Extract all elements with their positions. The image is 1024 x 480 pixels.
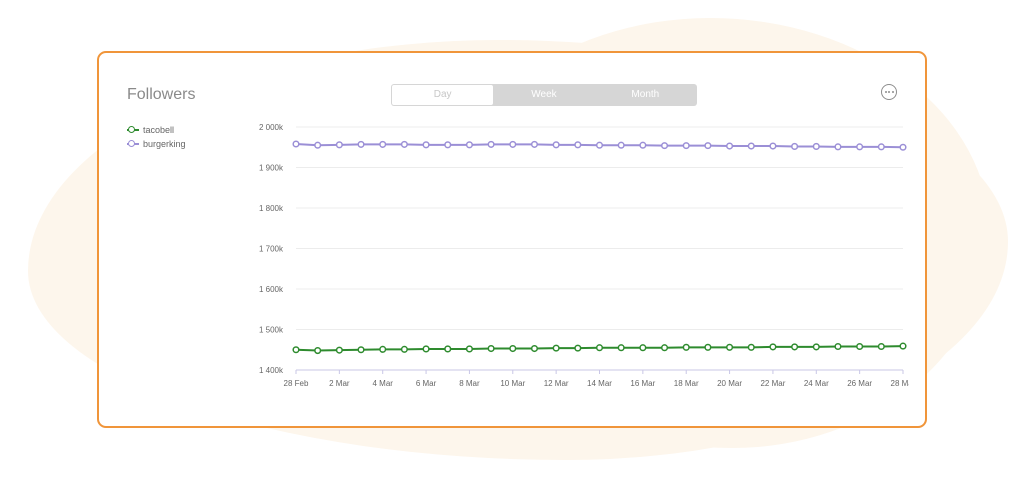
y-tick-label: 1 600k [259,285,284,294]
legend-item-burgerking[interactable]: burgerking [127,137,186,151]
data-point-tacobell[interactable] [487,344,495,353]
x-tick-label: 26 Mar [847,379,872,388]
data-point-burgerking[interactable] [769,142,777,150]
data-point-tacobell[interactable] [379,345,387,353]
x-tick-label: 12 Mar [544,379,569,388]
chart-legend: tacobell burgerking [127,123,186,151]
data-point-tacobell[interactable] [747,343,755,351]
data-point-burgerking[interactable] [509,140,517,148]
data-point-burgerking[interactable] [856,143,864,151]
data-point-burgerking[interactable] [726,142,734,150]
data-point-burgerking[interactable] [834,143,842,151]
data-point-tacobell[interactable] [530,344,539,353]
data-point-burgerking[interactable] [335,141,343,149]
data-point-burgerking[interactable] [660,142,669,150]
data-point-tacobell[interactable] [639,344,647,352]
data-point-burgerking[interactable] [465,141,473,149]
tab-month[interactable]: Month [631,89,660,100]
data-point-burgerking[interactable] [314,141,322,149]
data-point-tacobell[interactable] [552,344,560,352]
data-point-tacobell[interactable] [357,346,365,354]
legend-label: tacobell [143,125,175,135]
data-point-tacobell[interactable] [899,342,907,350]
x-tick-label: 2 Mar [329,379,350,388]
data-point-burgerking[interactable] [812,142,820,150]
y-tick-label: 1 400k [259,366,284,375]
chart-series [292,140,907,355]
data-point-tacobell[interactable] [617,344,625,352]
y-tick-label: 1 800k [259,204,284,213]
x-tick-label: 18 Mar [674,379,699,388]
data-point-tacobell[interactable] [877,342,885,351]
y-tick-label: 2 000k [259,123,284,132]
chart-tick-labels: 1 400k 1 500k 1 600k 1 700k 1 800k 1 900k 2 00… [259,123,909,388]
widget-title: Followers [127,86,196,103]
more-options-icon[interactable] [881,84,897,100]
data-point-tacobell[interactable] [704,343,712,351]
data-point-tacobell[interactable] [856,342,864,351]
legend-line-marker-icon [127,126,139,134]
data-point-burgerking[interactable] [574,141,582,149]
x-tick-label: 6 Mar [416,379,437,388]
data-point-tacobell[interactable] [314,347,322,355]
data-point-tacobell[interactable] [682,343,690,351]
data-point-tacobell[interactable] [812,343,820,351]
data-point-tacobell[interactable] [660,344,669,352]
data-point-burgerking[interactable] [400,140,408,148]
data-point-tacobell[interactable] [422,345,430,353]
data-point-tacobell[interactable] [465,345,473,353]
legend-label: burgerking [143,139,186,149]
followers-card: Followers tacobell burgerking Day Week M… [97,51,927,428]
tab-week[interactable]: Week [531,89,557,100]
y-tick-label: 1 900k [259,164,284,173]
tab-day[interactable]: Day [392,85,494,105]
legend-item-tacobell[interactable]: tacobell [127,123,186,137]
data-point-burgerking[interactable] [791,142,799,150]
data-point-tacobell[interactable] [400,345,408,353]
x-tick-label: 14 Mar [587,379,612,388]
data-point-tacobell[interactable] [595,344,604,352]
data-point-burgerking[interactable] [487,140,495,148]
x-tick-label: 28 Mar [891,379,909,388]
x-tick-label: 20 Mar [717,379,742,388]
data-point-burgerking[interactable] [747,142,755,150]
period-tabs: Day Week Month [391,84,697,106]
data-point-tacobell[interactable] [335,346,343,354]
legend-line-marker-icon [127,140,139,148]
data-point-tacobell[interactable] [726,343,734,351]
x-tick-label: 24 Mar [804,379,829,388]
chart-grid [295,126,904,374]
data-point-tacobell[interactable] [292,346,300,354]
data-point-burgerking[interactable] [617,141,625,149]
data-point-tacobell[interactable] [574,344,582,352]
data-point-tacobell[interactable] [834,342,842,351]
x-tick-label: 28 Feb [284,379,309,388]
data-point-burgerking[interactable] [899,143,907,151]
y-tick-label: 1 700k [259,245,284,254]
data-point-burgerking[interactable] [292,140,300,148]
data-point-tacobell[interactable] [769,343,777,351]
data-point-burgerking[interactable] [639,141,647,149]
x-tick-label: 4 Mar [372,379,393,388]
data-point-burgerking[interactable] [552,141,560,149]
x-tick-label: 22 Mar [760,379,785,388]
data-point-burgerking[interactable] [444,141,452,149]
data-point-burgerking[interactable] [357,140,365,148]
data-point-tacobell[interactable] [509,344,517,353]
data-point-tacobell[interactable] [444,345,452,353]
data-point-tacobell[interactable] [791,343,799,351]
followers-line-chart: 1 400k 1 500k 1 600k 1 700k 1 800k 1 900k 2 00… [259,123,909,388]
data-point-burgerking[interactable] [379,140,387,148]
data-point-burgerking[interactable] [704,142,712,150]
x-tick-label: 16 Mar [630,379,655,388]
y-tick-label: 1 500k [259,326,284,335]
data-point-burgerking[interactable] [422,141,430,149]
data-point-burgerking[interactable] [595,141,604,149]
x-tick-label: 10 Mar [500,379,525,388]
data-point-burgerking[interactable] [877,143,885,151]
data-point-burgerking[interactable] [682,142,690,150]
x-tick-label: 8 Mar [459,379,480,388]
data-point-burgerking[interactable] [530,140,539,148]
